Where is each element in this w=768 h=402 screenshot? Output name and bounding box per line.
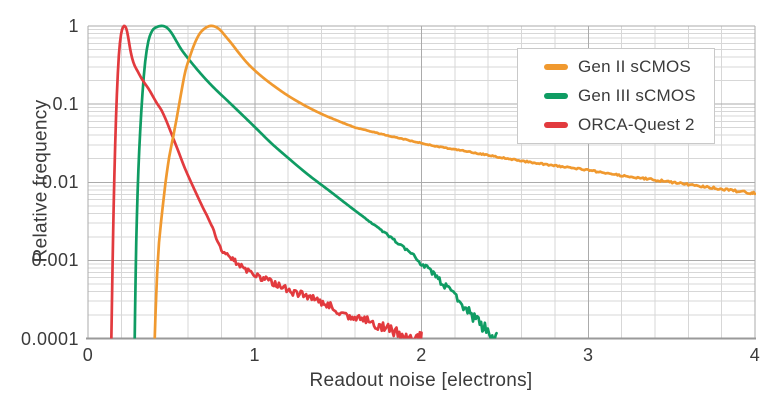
legend-label: ORCA-Quest 2 bbox=[578, 115, 695, 134]
y-tick-label: 0.1 bbox=[52, 94, 79, 115]
legend-label: Gen II sCMOS bbox=[578, 57, 691, 76]
y-tick-label: 0.01 bbox=[41, 172, 79, 193]
y-axis-title: Relative frequency bbox=[30, 99, 52, 263]
x-tick-label: 0 bbox=[82, 344, 94, 365]
legend: Gen II sCMOS Gen III sCMOS ORCA-Quest 2 bbox=[517, 48, 715, 144]
x-axis-title: Readout noise [electrons] bbox=[309, 370, 533, 391]
legend-label: Gen III sCMOS bbox=[578, 86, 696, 105]
y-tick-label: 1 bbox=[68, 16, 79, 36]
legend-swatch-gen3-scmos bbox=[544, 93, 568, 99]
x-tick-label: 1 bbox=[249, 344, 261, 365]
series-line-gen-iii-scmos bbox=[133, 24, 498, 339]
series-line-gen-ii-scmos bbox=[153, 24, 756, 339]
legend-item: Gen III sCMOS bbox=[544, 86, 714, 106]
x-tick-label: 2 bbox=[416, 344, 427, 365]
y-tick-label: 0.001 bbox=[31, 250, 79, 271]
legend-swatch-gen2-scmos bbox=[544, 64, 568, 70]
y-tick-label: 0.0001 bbox=[20, 328, 79, 349]
legend-item: Gen II sCMOS bbox=[544, 57, 714, 77]
legend-item: ORCA-Quest 2 bbox=[544, 115, 714, 135]
x-tick-label: 4 bbox=[749, 344, 761, 365]
x-tick-label: 3 bbox=[582, 344, 594, 365]
series-line-orca-quest-2 bbox=[110, 24, 423, 339]
legend-swatch-orca-quest2 bbox=[544, 122, 568, 128]
